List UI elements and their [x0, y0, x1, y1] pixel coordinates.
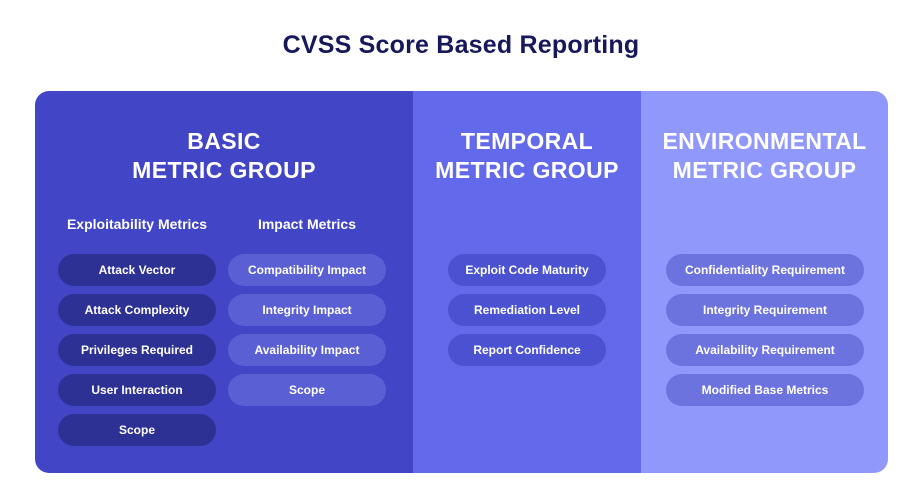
metric-privileges-required: Privileges Required — [58, 334, 216, 366]
environmental-heading-line1: ENVIRONMENTAL — [662, 128, 867, 154]
metric-integrity-impact: Integrity Impact — [228, 294, 386, 326]
metric-attack-complexity: Attack Complexity — [58, 294, 216, 326]
environmental-group-heading: ENVIRONMENTAL METRIC GROUP — [641, 127, 888, 185]
metric-integrity-requirement: Integrity Requirement — [666, 294, 864, 326]
environmental-metric-group-panel: ENVIRONMENTAL METRIC GROUP Confidentiali… — [641, 91, 888, 473]
metric-attack-vector: Attack Vector — [58, 254, 216, 286]
exploitability-metrics-heading: Exploitability Metrics — [66, 216, 208, 232]
basic-heading-line2: METRIC GROUP — [132, 157, 316, 183]
temporal-heading-line2: METRIC GROUP — [435, 157, 619, 183]
page-title: CVSS Score Based Reporting — [282, 31, 640, 59]
basic-heading-line1: BASIC — [187, 128, 261, 154]
metric-scope-exploitability: Scope — [58, 414, 216, 446]
impact-metrics-heading: Impact Metrics — [257, 216, 357, 232]
metric-availability-impact: Availability Impact — [228, 334, 386, 366]
metric-modified-base-metrics: Modified Base Metrics — [666, 374, 864, 406]
basic-group-heading: BASIC METRIC GROUP — [35, 127, 413, 185]
temporal-metric-group-panel: TEMPORAL METRIC GROUP Exploit Code Matur… — [413, 91, 641, 473]
metric-exploit-code-maturity: Exploit Code Maturity — [448, 254, 606, 286]
metric-scope-impact: Scope — [228, 374, 386, 406]
temporal-heading-line1: TEMPORAL — [460, 128, 594, 154]
environmental-heading-line2: METRIC GROUP — [672, 157, 857, 183]
temporal-group-heading: TEMPORAL METRIC GROUP — [413, 127, 641, 185]
metric-user-interaction: User Interaction — [58, 374, 216, 406]
metric-remediation-level: Remediation Level — [448, 294, 606, 326]
metric-availability-requirement: Availability Requirement — [666, 334, 864, 366]
metric-report-confidence: Report Confidence — [448, 334, 606, 366]
metric-confidentiality-requirement: Confidentiality Requirement — [666, 254, 864, 286]
metric-compatibility-impact: Compatibility Impact — [228, 254, 386, 286]
basic-metric-group-panel: BASIC METRIC GROUP Exploitability Metric… — [35, 91, 413, 473]
